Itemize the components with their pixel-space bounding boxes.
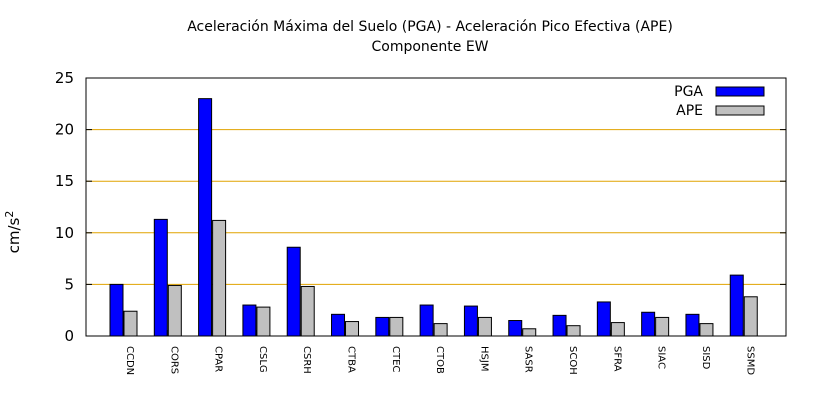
bar-ape-sasr [522, 328, 537, 337]
bar-ape-cpar [212, 219, 227, 337]
bar-ape-ctob [433, 323, 448, 337]
bar-pga-sisd [685, 313, 700, 337]
x-tick-label: CSRH [301, 346, 312, 374]
bar-ape-ctba [345, 321, 360, 337]
bar-pga-ssmd [729, 274, 744, 337]
bar-pga-ctba [331, 313, 346, 337]
plot-frame [85, 77, 787, 337]
bar-ape-sisd [699, 323, 714, 337]
bar-pga-hsjm [463, 305, 478, 337]
legend: PGA APE [674, 84, 765, 119]
bars [109, 98, 758, 337]
x-tick-label: CTOB [434, 346, 445, 374]
y-axis-label: cm/s2 [3, 211, 24, 254]
y-tick-label: 10 [55, 224, 74, 242]
x-tick-label: SFRA [611, 346, 622, 372]
legend-label-ape: APE [676, 103, 703, 119]
bar-ape-cslg [256, 306, 271, 337]
x-tick-label: CORS [168, 346, 179, 374]
x-tick-label: SISD [700, 346, 711, 370]
bar-ape-ssmd [743, 296, 758, 337]
x-tick-label: CSLG [257, 346, 268, 373]
bar-pga-cslg [242, 304, 257, 337]
bar-ape-ctec [389, 316, 404, 337]
bar-pga-ccdn [109, 283, 124, 337]
bar-pga-cors [153, 218, 168, 337]
bar-pga-ctob [419, 304, 434, 337]
bar-ape-cors [167, 284, 182, 337]
chart-title: Aceleración Máxima del Suelo (PGA) - Ace… [187, 19, 673, 35]
bar-pga-cpar [198, 98, 213, 337]
bar-ape-hsjm [477, 316, 492, 337]
legend-swatch-pga [715, 86, 765, 97]
bar-pga-sasr [508, 320, 523, 337]
y-tick-label: 20 [55, 121, 74, 139]
chart-subtitle: Componente EW [371, 39, 488, 55]
bar-ape-ccdn [123, 310, 138, 337]
bar-pga-scoh [552, 314, 567, 337]
x-tick-label: CTBA [346, 346, 357, 373]
x-tick-label: SIAC [656, 346, 667, 369]
legend-label-pga: PGA [674, 84, 703, 100]
legend-swatch-ape [715, 105, 765, 116]
bar-ape-csrh [300, 285, 315, 337]
y-axis-ticks: 0 5 10 15 20 25 [55, 69, 786, 345]
y-tick-label: 15 [55, 172, 74, 190]
bar-pga-sfra [596, 301, 611, 337]
x-tick-label: CPAR [213, 346, 224, 372]
y-tick-label: 0 [64, 327, 74, 345]
x-tick-label: SASR [523, 346, 534, 373]
bar-ape-sfra [610, 322, 625, 337]
bar-ape-siac [655, 316, 670, 337]
x-tick-label: SCOH [567, 346, 578, 375]
y-tick-label: 5 [64, 275, 74, 293]
gridlines [86, 129, 786, 285]
x-tick-label: HSJM [478, 346, 489, 371]
y-tick-label: 25 [55, 69, 74, 87]
x-tick-label: CCDN [124, 346, 135, 375]
x-tick-label: SSMD [744, 346, 755, 375]
x-axis-ticks: CCDN CORS CPAR CSLG CSRH CTBA CTEC CTOB HSJM SASR… [122, 330, 755, 375]
bar-pga-siac [641, 311, 656, 337]
x-tick-label: CTEC [390, 346, 401, 372]
bar-pga-ctec [375, 316, 390, 337]
bar-ape-scoh [566, 325, 581, 337]
bar-pga-csrh [286, 246, 301, 337]
